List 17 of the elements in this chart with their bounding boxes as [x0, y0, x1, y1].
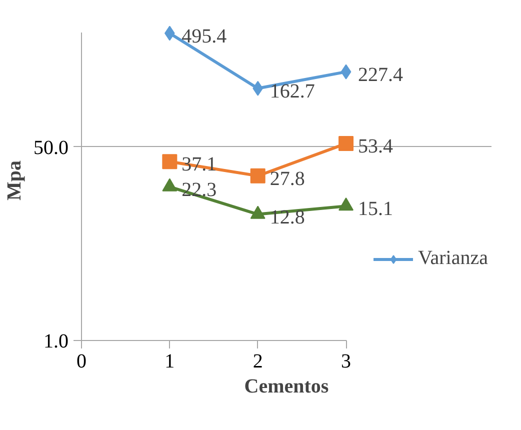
data-label: 495.4: [182, 25, 227, 48]
x-tick-label: 1: [164, 350, 175, 372]
data-label: 162.7: [270, 80, 315, 102]
data-label: 15.1: [358, 198, 394, 220]
x-axis-title: Cementos: [244, 376, 329, 398]
data-label: 27.8: [270, 168, 305, 190]
y-tick-label: 50.0: [34, 136, 68, 159]
data-label: 227.4: [358, 64, 404, 86]
x-tick-label: 3: [341, 350, 352, 372]
data-label: 12.8: [270, 206, 305, 228]
legend-label: Varianza: [418, 247, 488, 270]
x-tick-label: 2: [252, 350, 263, 372]
data-label: 53.4: [358, 136, 394, 158]
data-label: 22.3: [182, 178, 217, 201]
y-axis-title: Mpa: [4, 160, 26, 200]
x-tick-label: 0: [76, 350, 86, 372]
y-tick-label: 1.0: [44, 330, 68, 352]
